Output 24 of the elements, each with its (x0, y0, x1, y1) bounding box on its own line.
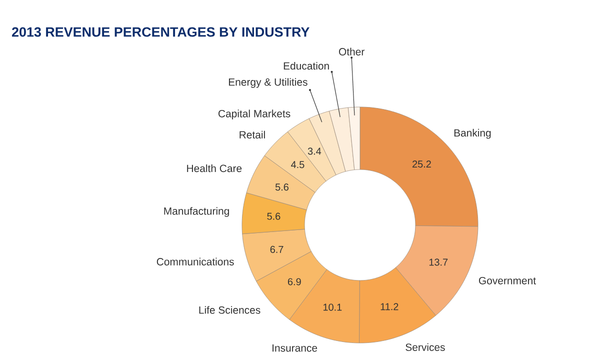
data-label: 5.6 (267, 212, 280, 220)
slice-label: Retail (240, 130, 265, 139)
slice-label: Government (478, 277, 536, 284)
slice-label: Communications (156, 258, 234, 266)
slice-label: Life Sciences (199, 306, 260, 314)
chart-title: 2013 REVENUE PERCENTAGES BY INDUSTRY (12, 27, 310, 37)
data-label: 13.7 (429, 258, 448, 266)
data-label: 11.2 (380, 303, 398, 310)
slice-label: Health Care (187, 164, 242, 172)
data-label: 3.4 (308, 148, 322, 155)
data-label: 6.9 (288, 278, 301, 286)
slice-label: Education (284, 62, 329, 70)
slice-label: Insurance (272, 344, 318, 352)
slice-label: Energy & Utilities (228, 78, 308, 88)
data-label: 6.7 (270, 246, 284, 254)
slice-label: Services (406, 343, 445, 352)
data-label: 25.2 (412, 160, 431, 168)
data-label: 4.5 (291, 161, 304, 168)
slice-label: Banking (454, 129, 491, 139)
data-label: 5.6 (275, 184, 288, 191)
slice-label: Manufacturing (164, 207, 229, 217)
slice-label: Other (339, 48, 364, 56)
data-label: 10.1 (323, 304, 342, 311)
slice-label: Capital Markets (218, 110, 290, 120)
